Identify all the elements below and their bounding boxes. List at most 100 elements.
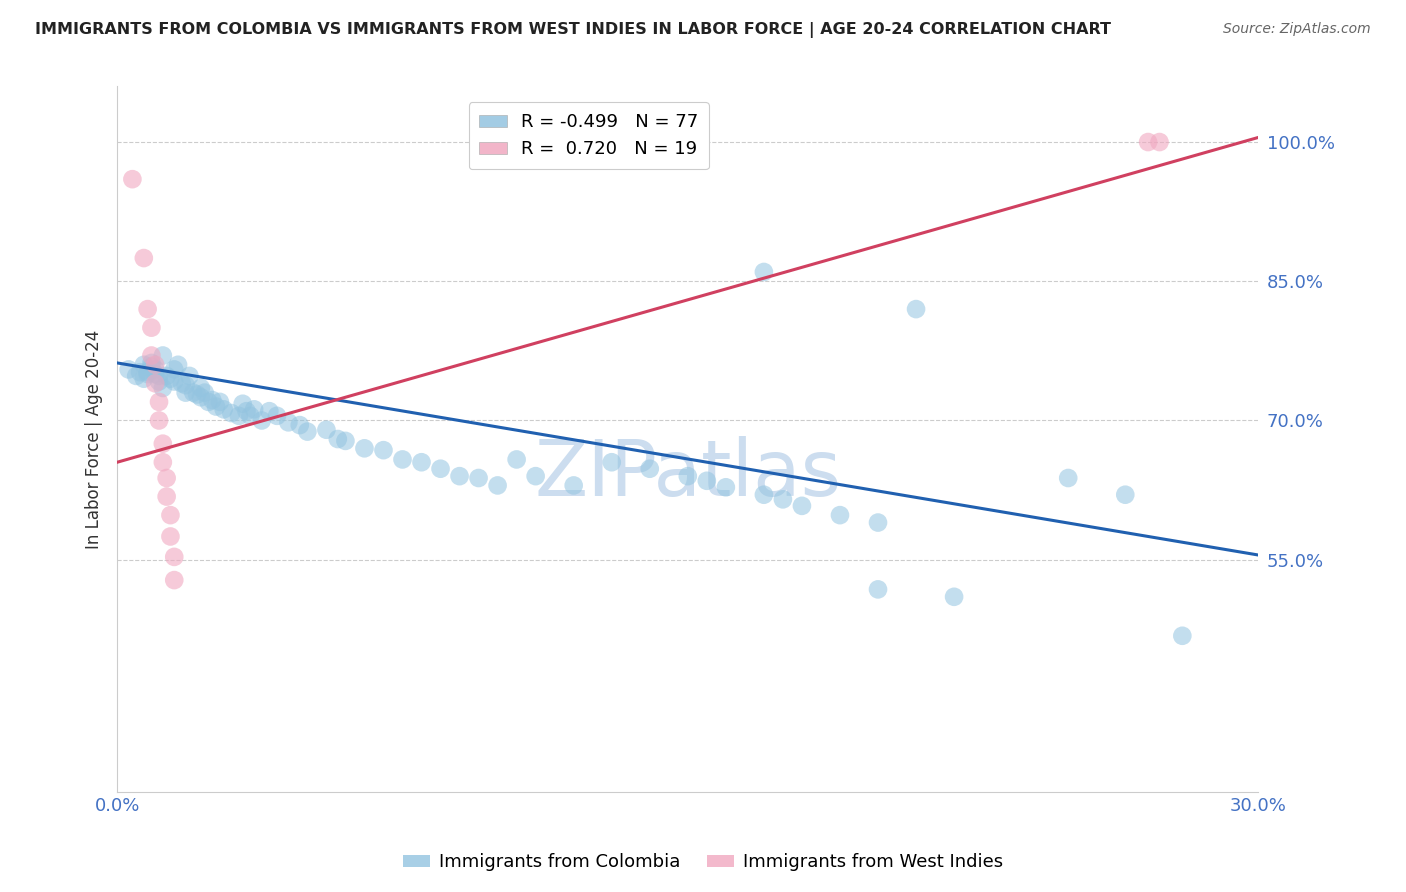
- Point: [353, 442, 375, 456]
- Point: [194, 385, 217, 400]
- Point: [163, 375, 186, 389]
- Point: [174, 378, 197, 392]
- Point: [429, 461, 451, 475]
- Point: [148, 395, 170, 409]
- Point: [132, 372, 155, 386]
- Point: [373, 443, 395, 458]
- Point: [212, 402, 235, 417]
- Text: IMMIGRANTS FROM COLOMBIA VS IMMIGRANTS FROM WEST INDIES IN LABOR FORCE | AGE 20-: IMMIGRANTS FROM COLOMBIA VS IMMIGRANTS F…: [35, 22, 1111, 38]
- Point: [259, 404, 281, 418]
- Point: [228, 409, 250, 423]
- Point: [297, 425, 319, 439]
- Point: [411, 455, 433, 469]
- Point: [696, 474, 718, 488]
- Point: [266, 409, 288, 423]
- Point: [752, 265, 775, 279]
- Point: [232, 397, 254, 411]
- Point: [201, 392, 224, 407]
- Point: [136, 365, 159, 379]
- Point: [143, 367, 166, 381]
- Point: [190, 390, 212, 404]
- Point: [235, 404, 257, 418]
- Point: [186, 387, 208, 401]
- Point: [159, 529, 181, 543]
- Point: [125, 368, 148, 383]
- Point: [638, 461, 661, 475]
- Point: [714, 480, 737, 494]
- Point: [1137, 135, 1160, 149]
- Point: [467, 471, 489, 485]
- Point: [143, 362, 166, 376]
- Point: [141, 320, 163, 334]
- Point: [943, 590, 966, 604]
- Point: [277, 415, 299, 429]
- Point: [1114, 488, 1136, 502]
- Point: [143, 376, 166, 391]
- Point: [156, 368, 179, 383]
- Point: [315, 423, 337, 437]
- Point: [132, 358, 155, 372]
- Point: [179, 368, 201, 383]
- Point: [141, 356, 163, 370]
- Point: [828, 508, 851, 523]
- Point: [148, 375, 170, 389]
- Point: [524, 469, 547, 483]
- Point: [163, 362, 186, 376]
- Point: [174, 385, 197, 400]
- Point: [205, 400, 228, 414]
- Point: [148, 368, 170, 383]
- Point: [1057, 471, 1080, 485]
- Point: [141, 349, 163, 363]
- Point: [163, 549, 186, 564]
- Point: [143, 358, 166, 372]
- Point: [156, 490, 179, 504]
- Point: [152, 436, 174, 450]
- Point: [905, 302, 928, 317]
- Point: [562, 478, 585, 492]
- Point: [132, 251, 155, 265]
- Text: Source: ZipAtlas.com: Source: ZipAtlas.com: [1223, 22, 1371, 37]
- Y-axis label: In Labor Force | Age 20-24: In Labor Force | Age 20-24: [86, 329, 103, 549]
- Point: [239, 409, 262, 423]
- Point: [117, 362, 139, 376]
- Point: [156, 471, 179, 485]
- Point: [136, 302, 159, 317]
- Point: [600, 455, 623, 469]
- Point: [1171, 629, 1194, 643]
- Point: [326, 432, 349, 446]
- Text: ZIPatlas: ZIPatlas: [534, 436, 841, 512]
- Point: [752, 488, 775, 502]
- Legend: Immigrants from Colombia, Immigrants from West Indies: Immigrants from Colombia, Immigrants fro…: [395, 847, 1011, 879]
- Point: [141, 359, 163, 374]
- Point: [136, 367, 159, 381]
- Point: [190, 381, 212, 395]
- Point: [335, 434, 357, 448]
- Point: [288, 418, 311, 433]
- Point: [449, 469, 471, 483]
- Point: [221, 406, 243, 420]
- Point: [772, 492, 794, 507]
- Point: [152, 455, 174, 469]
- Point: [486, 478, 509, 492]
- Point: [148, 413, 170, 427]
- Point: [866, 582, 889, 597]
- Point: [208, 395, 231, 409]
- Point: [129, 365, 152, 379]
- Point: [505, 452, 527, 467]
- Point: [121, 172, 143, 186]
- Point: [250, 413, 273, 427]
- Point: [866, 516, 889, 530]
- Point: [163, 573, 186, 587]
- Point: [197, 395, 219, 409]
- Point: [391, 452, 413, 467]
- Point: [170, 376, 193, 391]
- Point: [159, 508, 181, 523]
- Point: [790, 499, 813, 513]
- Point: [243, 402, 266, 417]
- Point: [181, 385, 204, 400]
- Point: [1149, 135, 1171, 149]
- Point: [159, 372, 181, 386]
- Point: [676, 469, 699, 483]
- Point: [167, 358, 190, 372]
- Point: [152, 349, 174, 363]
